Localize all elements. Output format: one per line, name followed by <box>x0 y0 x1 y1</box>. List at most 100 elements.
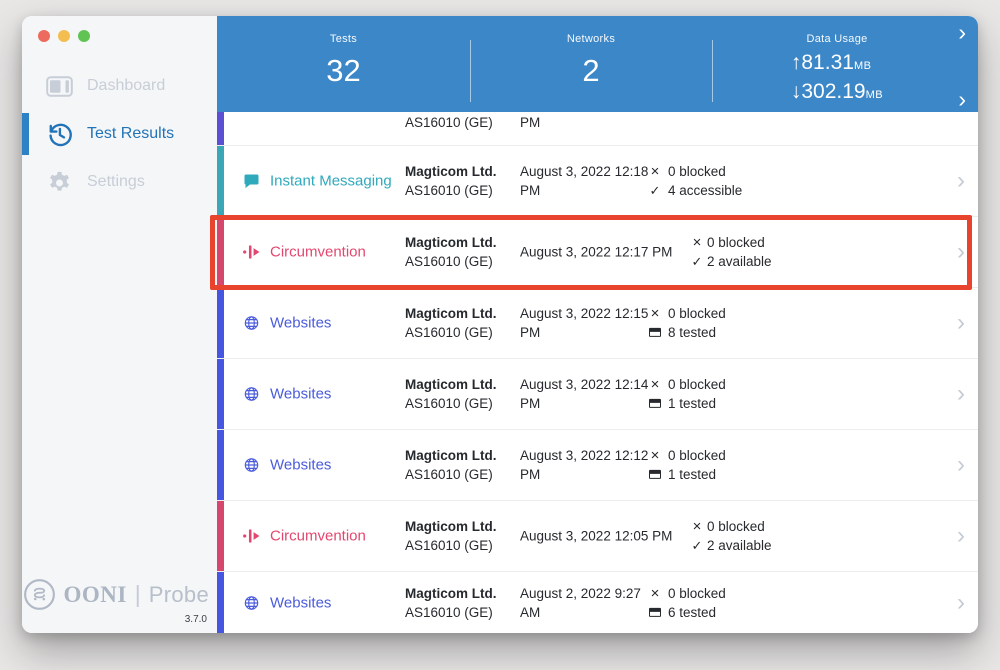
network-cell: Magticom Ltd. AS16010 (GE) <box>405 162 497 200</box>
network-name: Magticom Ltd. <box>405 376 497 392</box>
stat-tests: Tests 32 <box>217 33 470 89</box>
test-name-cell: Circumvention <box>243 244 366 261</box>
ooni-logo-icon <box>24 579 56 610</box>
network-asn: AS16010 (GE) <box>405 604 493 620</box>
stat-text: 0 blocked <box>668 305 726 321</box>
test-result-row-highlighted[interactable]: Circumvention Magticom Ltd. AS16010 (GE)… <box>210 215 978 290</box>
test-result-row[interactable]: AS16010 (GE) PM › <box>217 112 978 145</box>
test-name-cell: Instant Messaging <box>243 173 392 190</box>
test-result-row[interactable]: Circumvention Magticom Ltd. AS16010 (GE)… <box>217 500 978 571</box>
stats-header[interactable]: Tests 32 Networks 2 Data Usage ↑81.31MB … <box>217 16 978 112</box>
test-result-row[interactable]: Websites Magticom Ltd. AS16010 (GE) Augu… <box>217 358 978 429</box>
row-accent-bar <box>217 217 224 287</box>
chevron-right-icon: › <box>957 309 965 336</box>
test-date: August 2, 2022 9:27 AM <box>520 585 641 620</box>
minimize-window-button[interactable] <box>58 30 70 42</box>
test-date: August 3, 2022 12:18 PM <box>520 163 649 198</box>
network-name: Magticom Ltd. <box>405 518 497 534</box>
sidebar: Dashboard Test Results <box>22 16 217 633</box>
sidebar-item-dashboard[interactable]: Dashboard <box>22 62 217 110</box>
stat-text: 1 tested <box>668 467 717 482</box>
test-result-row[interactable]: Websites Magticom Ltd. AS16010 (GE) Augu… <box>217 571 978 633</box>
download-unit: MB <box>865 89 884 102</box>
app-branding: OONI | Probe 3.7.0 <box>23 578 209 625</box>
tested-icon <box>648 470 662 480</box>
zoom-window-button[interactable] <box>78 30 90 42</box>
test-result-row[interactable]: Websites Magticom Ltd. AS16010 (GE) Augu… <box>217 287 978 358</box>
test-name-cell: Circumvention <box>243 528 366 545</box>
network-name: Magticom Ltd. <box>405 447 497 463</box>
gear-icon <box>46 169 73 196</box>
cross-icon: × <box>650 584 660 602</box>
test-stats: × 0 blocked 8 tested <box>648 304 726 342</box>
network-name: Magticom Ltd. <box>405 163 497 179</box>
network-asn: AS16010 (GE) <box>405 183 493 198</box>
network-asn: AS16010 (GE) <box>405 254 493 269</box>
probe-wordmark: Probe <box>148 581 209 607</box>
test-stats: × 0 blocked ✓ 2 available <box>690 517 772 555</box>
test-result-row[interactable]: Instant Messaging Magticom Ltd. AS16010 … <box>217 145 978 216</box>
globe-icon <box>243 316 260 331</box>
network-asn: AS16010 (GE) <box>405 115 493 130</box>
circumvention-icon <box>243 529 260 544</box>
stat-label: Networks <box>566 33 616 45</box>
results-list: AS16010 (GE) PM › Instant Messaging Magt… <box>210 112 978 633</box>
test-stats: × 0 blocked 6 tested <box>648 583 726 621</box>
test-result-row[interactable]: Websites Magticom Ltd. AS16010 (GE) Augu… <box>217 429 978 500</box>
test-name-cell: Websites <box>243 386 331 403</box>
stat-text: 1 tested <box>668 396 717 411</box>
upload-arrow-icon: ↑81.31 <box>790 51 854 74</box>
stat-text: 6 tested <box>668 604 717 620</box>
test-stats: × 0 blocked ✓ 4 accessible <box>648 162 743 200</box>
stat-value: 32 <box>326 53 361 88</box>
header-chevron-right-icon[interactable]: › <box>958 19 966 45</box>
row-accent-bar <box>217 112 224 145</box>
test-date: PM <box>520 115 541 130</box>
stat-text: 0 blocked <box>668 376 726 392</box>
chevron-right-icon: › <box>957 380 965 407</box>
test-date: August 3, 2022 12:14 PM <box>520 376 649 411</box>
row-accent-bar <box>217 288 224 358</box>
test-date: August 3, 2022 12:15 PM <box>520 305 649 340</box>
check-icon: ✓ <box>691 538 703 554</box>
network-cell: Magticom Ltd. AS16010 (GE) <box>405 517 497 555</box>
stat-networks: Networks 2 <box>470 33 712 89</box>
stat-text: 0 blocked <box>668 447 726 463</box>
close-window-button[interactable] <box>38 30 50 42</box>
test-stats: × 0 blocked ✓ 2 available <box>690 233 772 271</box>
test-date: August 3, 2022 12:17 PM <box>520 244 673 260</box>
row-accent-bar <box>217 430 224 500</box>
stat-label: Tests <box>329 33 358 45</box>
stat-label: Data Usage <box>806 33 868 45</box>
test-name-cell: Websites <box>243 594 331 611</box>
stat-text: 0 blocked <box>668 585 726 601</box>
tested-icon <box>648 328 662 338</box>
cross-icon: × <box>650 446 660 464</box>
network-cell: AS16010 (GE) <box>405 113 493 132</box>
network-asn: AS16010 (GE) <box>405 325 493 340</box>
row-accent-bar <box>217 146 224 216</box>
test-stats: × 0 blocked 1 tested <box>648 446 726 484</box>
check-icon: ✓ <box>649 183 661 199</box>
history-clock-icon <box>46 121 73 148</box>
stat-text: 2 available <box>707 538 772 553</box>
cross-icon: × <box>650 304 660 322</box>
cross-icon: × <box>692 517 702 535</box>
sidebar-item-label: Dashboard <box>87 77 166 94</box>
sidebar-item-settings[interactable]: Settings <box>22 158 217 206</box>
stat-data-usage: Data Usage ↑81.31MB ↓302.19MB <box>737 33 937 107</box>
network-name: Magticom Ltd. <box>405 585 497 601</box>
dashboard-icon <box>46 73 73 100</box>
sidebar-item-test-results[interactable]: Test Results <box>22 110 217 158</box>
network-asn: AS16010 (GE) <box>405 538 493 553</box>
cross-icon: × <box>692 233 702 251</box>
chevron-right-icon: › <box>957 588 965 616</box>
globe-icon <box>243 595 260 610</box>
test-name-cell: Websites <box>243 315 331 332</box>
upload-unit: MB <box>853 60 872 72</box>
network-asn: AS16010 (GE) <box>405 396 493 411</box>
upload-usage: ↑81.31MB <box>791 48 883 77</box>
logo-divider: | <box>134 581 141 607</box>
test-date: August 3, 2022 12:05 PM <box>520 528 673 544</box>
stat-text: 8 tested <box>668 325 717 340</box>
